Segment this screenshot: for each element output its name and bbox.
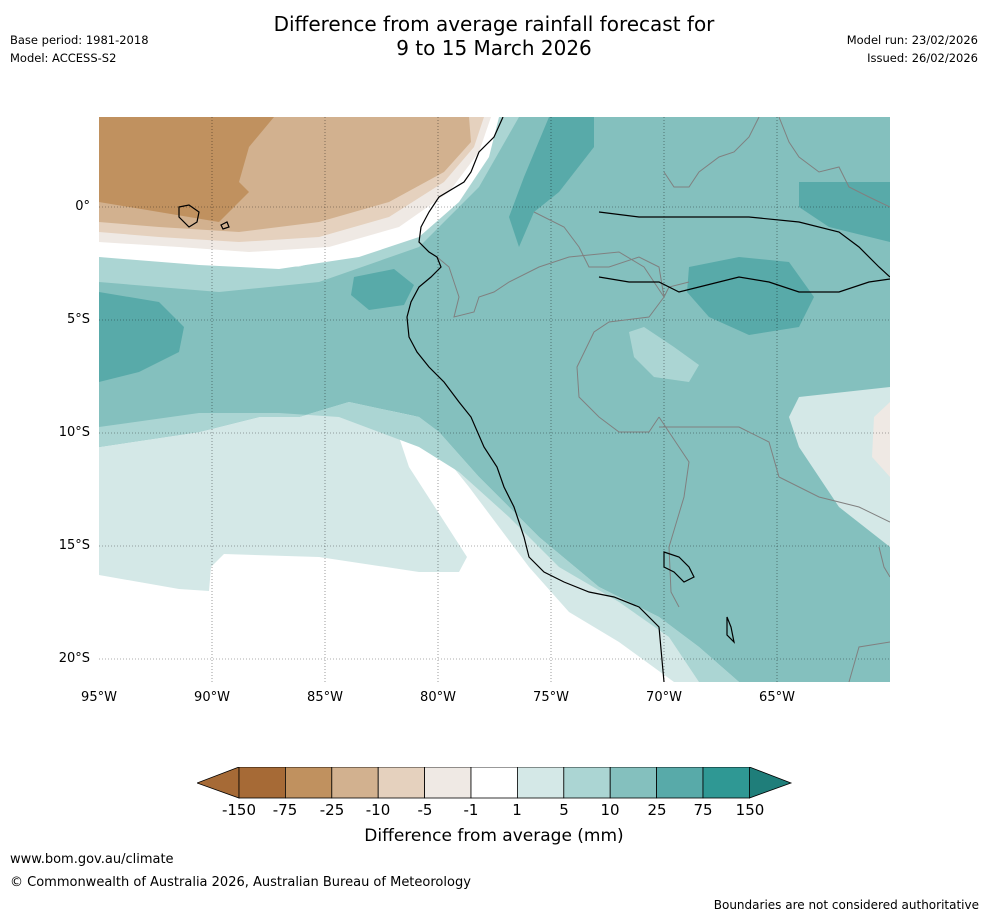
colorbar-bin bbox=[377, 767, 425, 799]
lat-label-0: 0° bbox=[75, 199, 90, 214]
zone-5-to-10-north bbox=[99, 117, 519, 292]
metadata-left: Base period: 1981-2018 Model: ACCESS-S2 bbox=[10, 31, 149, 67]
colorbar-bin bbox=[563, 767, 611, 799]
colorbar-tick: 75 bbox=[693, 801, 713, 819]
colorbar-bin bbox=[702, 767, 750, 799]
website-link[interactable]: www.bom.gov.au/climate bbox=[10, 852, 174, 867]
lon-label-75w: 75°W bbox=[533, 690, 569, 705]
lon-label-85w: 85°W bbox=[307, 690, 343, 705]
title-line-1: Difference from average rainfall forecas… bbox=[273, 12, 715, 36]
colorbar bbox=[197, 767, 793, 799]
colorbar-tick: -75 bbox=[272, 801, 298, 819]
lon-label-95w: 95°W bbox=[81, 690, 117, 705]
zone-neg75 bbox=[99, 117, 274, 222]
colorbar-bin bbox=[285, 767, 333, 799]
colorbar-tick: 150 bbox=[735, 801, 765, 819]
colorbar-tick: 25 bbox=[647, 801, 667, 819]
colorbar-tick: -150 bbox=[221, 801, 257, 819]
zone-25-to-75-amazon bbox=[687, 257, 814, 335]
model-name: Model: ACCESS-S2 bbox=[10, 51, 117, 65]
zone-10-to-25 bbox=[99, 117, 890, 682]
colorbar-tick: -10 bbox=[365, 801, 391, 819]
colorbar-bin bbox=[238, 767, 286, 799]
lat-label-10s: 10°S bbox=[58, 425, 90, 440]
model-run: Model run: 23/02/2026 bbox=[846, 33, 978, 47]
chart-title: Difference from average rainfall forecas… bbox=[0, 12, 988, 60]
lon-label-70w: 70°W bbox=[646, 690, 682, 705]
colorbar-bin bbox=[470, 767, 518, 799]
colorbar-tick: 10 bbox=[600, 801, 620, 819]
colorbar-tick: -5 bbox=[417, 801, 433, 819]
lat-label-5s: 5°S bbox=[66, 312, 90, 327]
colorbar-arrow-high bbox=[749, 767, 793, 799]
zone-5-to-10 bbox=[99, 402, 739, 682]
lon-label-65w: 65°W bbox=[759, 690, 795, 705]
colorbar-arrow-low bbox=[197, 767, 240, 799]
colorbar-bin bbox=[656, 767, 704, 799]
issued-date: Issued: 26/02/2026 bbox=[867, 51, 978, 65]
lat-label-20s: 20°S bbox=[58, 651, 90, 666]
colorbar-tick: 1 bbox=[512, 801, 522, 819]
coastline bbox=[178, 117, 890, 682]
zone-neg5-east bbox=[872, 402, 890, 477]
colorbar-label: Difference from average (mm) bbox=[364, 826, 624, 846]
title-line-2: 9 to 15 March 2026 bbox=[396, 36, 592, 60]
colorbar-tick: 5 bbox=[559, 801, 569, 819]
colorbar-tick: -25 bbox=[319, 801, 345, 819]
colorbar-bin bbox=[516, 767, 565, 799]
rainfall-map bbox=[99, 117, 890, 682]
country-boundaries bbox=[436, 117, 890, 682]
base-period: Base period: 1981-2018 bbox=[10, 33, 149, 47]
zone-25-to-75-west bbox=[99, 292, 184, 382]
colorbar-bin bbox=[609, 767, 658, 799]
zone-neutral-south bbox=[99, 387, 674, 682]
zone-25-to-75-north bbox=[509, 117, 594, 247]
copyright: © Commonwealth of Australia 2026, Austra… bbox=[10, 875, 471, 890]
zone-25-to-75-east bbox=[799, 182, 890, 242]
metadata-right: Model run: 23/02/2026 Issued: 26/02/2026 bbox=[847, 31, 978, 67]
colorbar-bin bbox=[331, 767, 379, 799]
colorbar-tick: -1 bbox=[463, 801, 479, 819]
lat-label-15s: 15°S bbox=[58, 538, 90, 553]
graticule bbox=[99, 117, 890, 682]
lon-label-80w: 80°W bbox=[420, 690, 456, 705]
zone-25-to-75-gulf bbox=[351, 269, 414, 310]
disclaimer: Boundaries are not considered authoritat… bbox=[713, 898, 979, 912]
colorbar-bin bbox=[424, 767, 472, 799]
lon-label-90w: 90°W bbox=[194, 690, 230, 705]
